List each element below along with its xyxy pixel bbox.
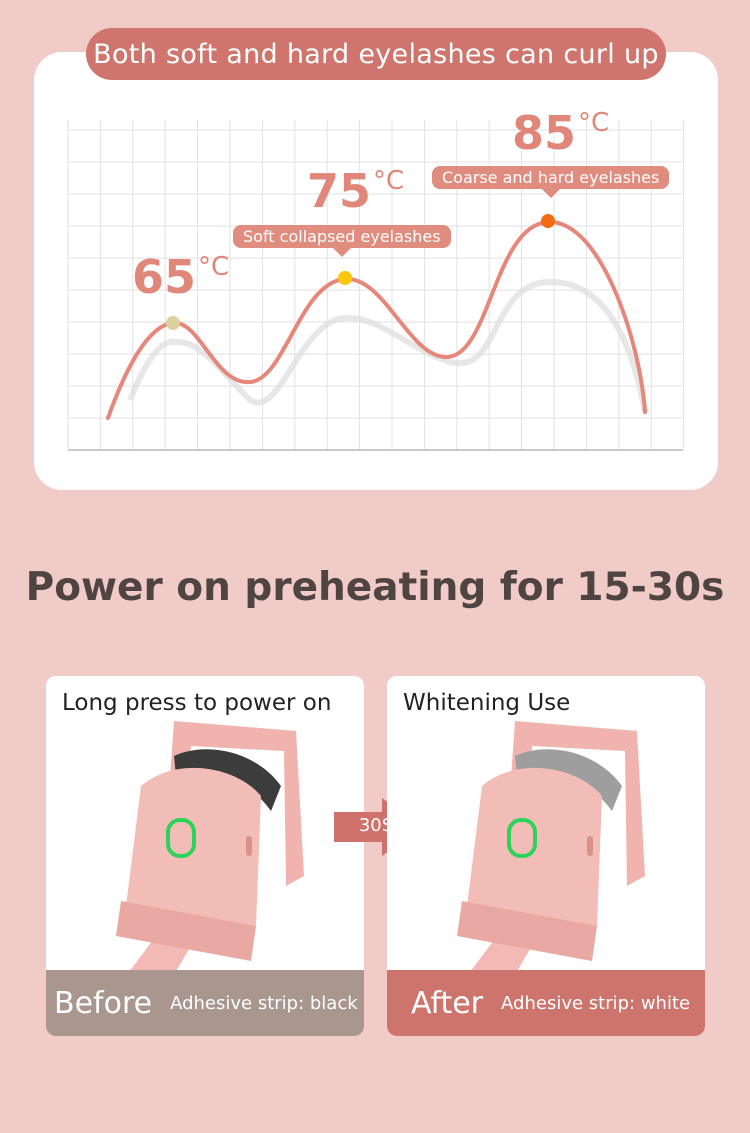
after-panel: Whitening Use After Adhesive strip: whit…: [387, 676, 705, 1036]
tag-hard-eyelashes: Coarse and hard eyelashes: [432, 166, 670, 198]
dot-85: [541, 214, 555, 228]
curler-image-black-strip: [116, 721, 304, 1006]
temp-75: 75°C: [307, 164, 405, 218]
tag-soft-eyelashes: Soft collapsed eyelashes: [233, 225, 451, 257]
dot-65: [166, 316, 180, 330]
temperature-curve-chart: [67, 120, 685, 451]
before-title: Long press to power on: [62, 690, 332, 716]
banner-title: Both soft and hard eyelashes can curl up: [86, 28, 666, 80]
before-footer: Before Adhesive strip: black: [46, 970, 364, 1036]
before-label: Before: [54, 985, 153, 1021]
curve-shadow: [127, 278, 648, 413]
timer-label: 30S: [358, 815, 394, 836]
dot-75: [338, 271, 352, 285]
temp-65: 65°C: [132, 250, 230, 304]
after-caption: Adhesive strip: white: [501, 992, 691, 1014]
temp-85: 85°C: [512, 106, 610, 160]
after-footer: After Adhesive strip: white: [387, 970, 705, 1036]
before-panel: Long press to power on Before Adhesive s…: [46, 676, 364, 1036]
after-label: After: [411, 985, 484, 1021]
headline: Power on preheating for 15-30s: [25, 565, 725, 610]
before-caption: Adhesive strip: black: [170, 992, 358, 1014]
after-title: Whitening Use: [403, 690, 571, 716]
